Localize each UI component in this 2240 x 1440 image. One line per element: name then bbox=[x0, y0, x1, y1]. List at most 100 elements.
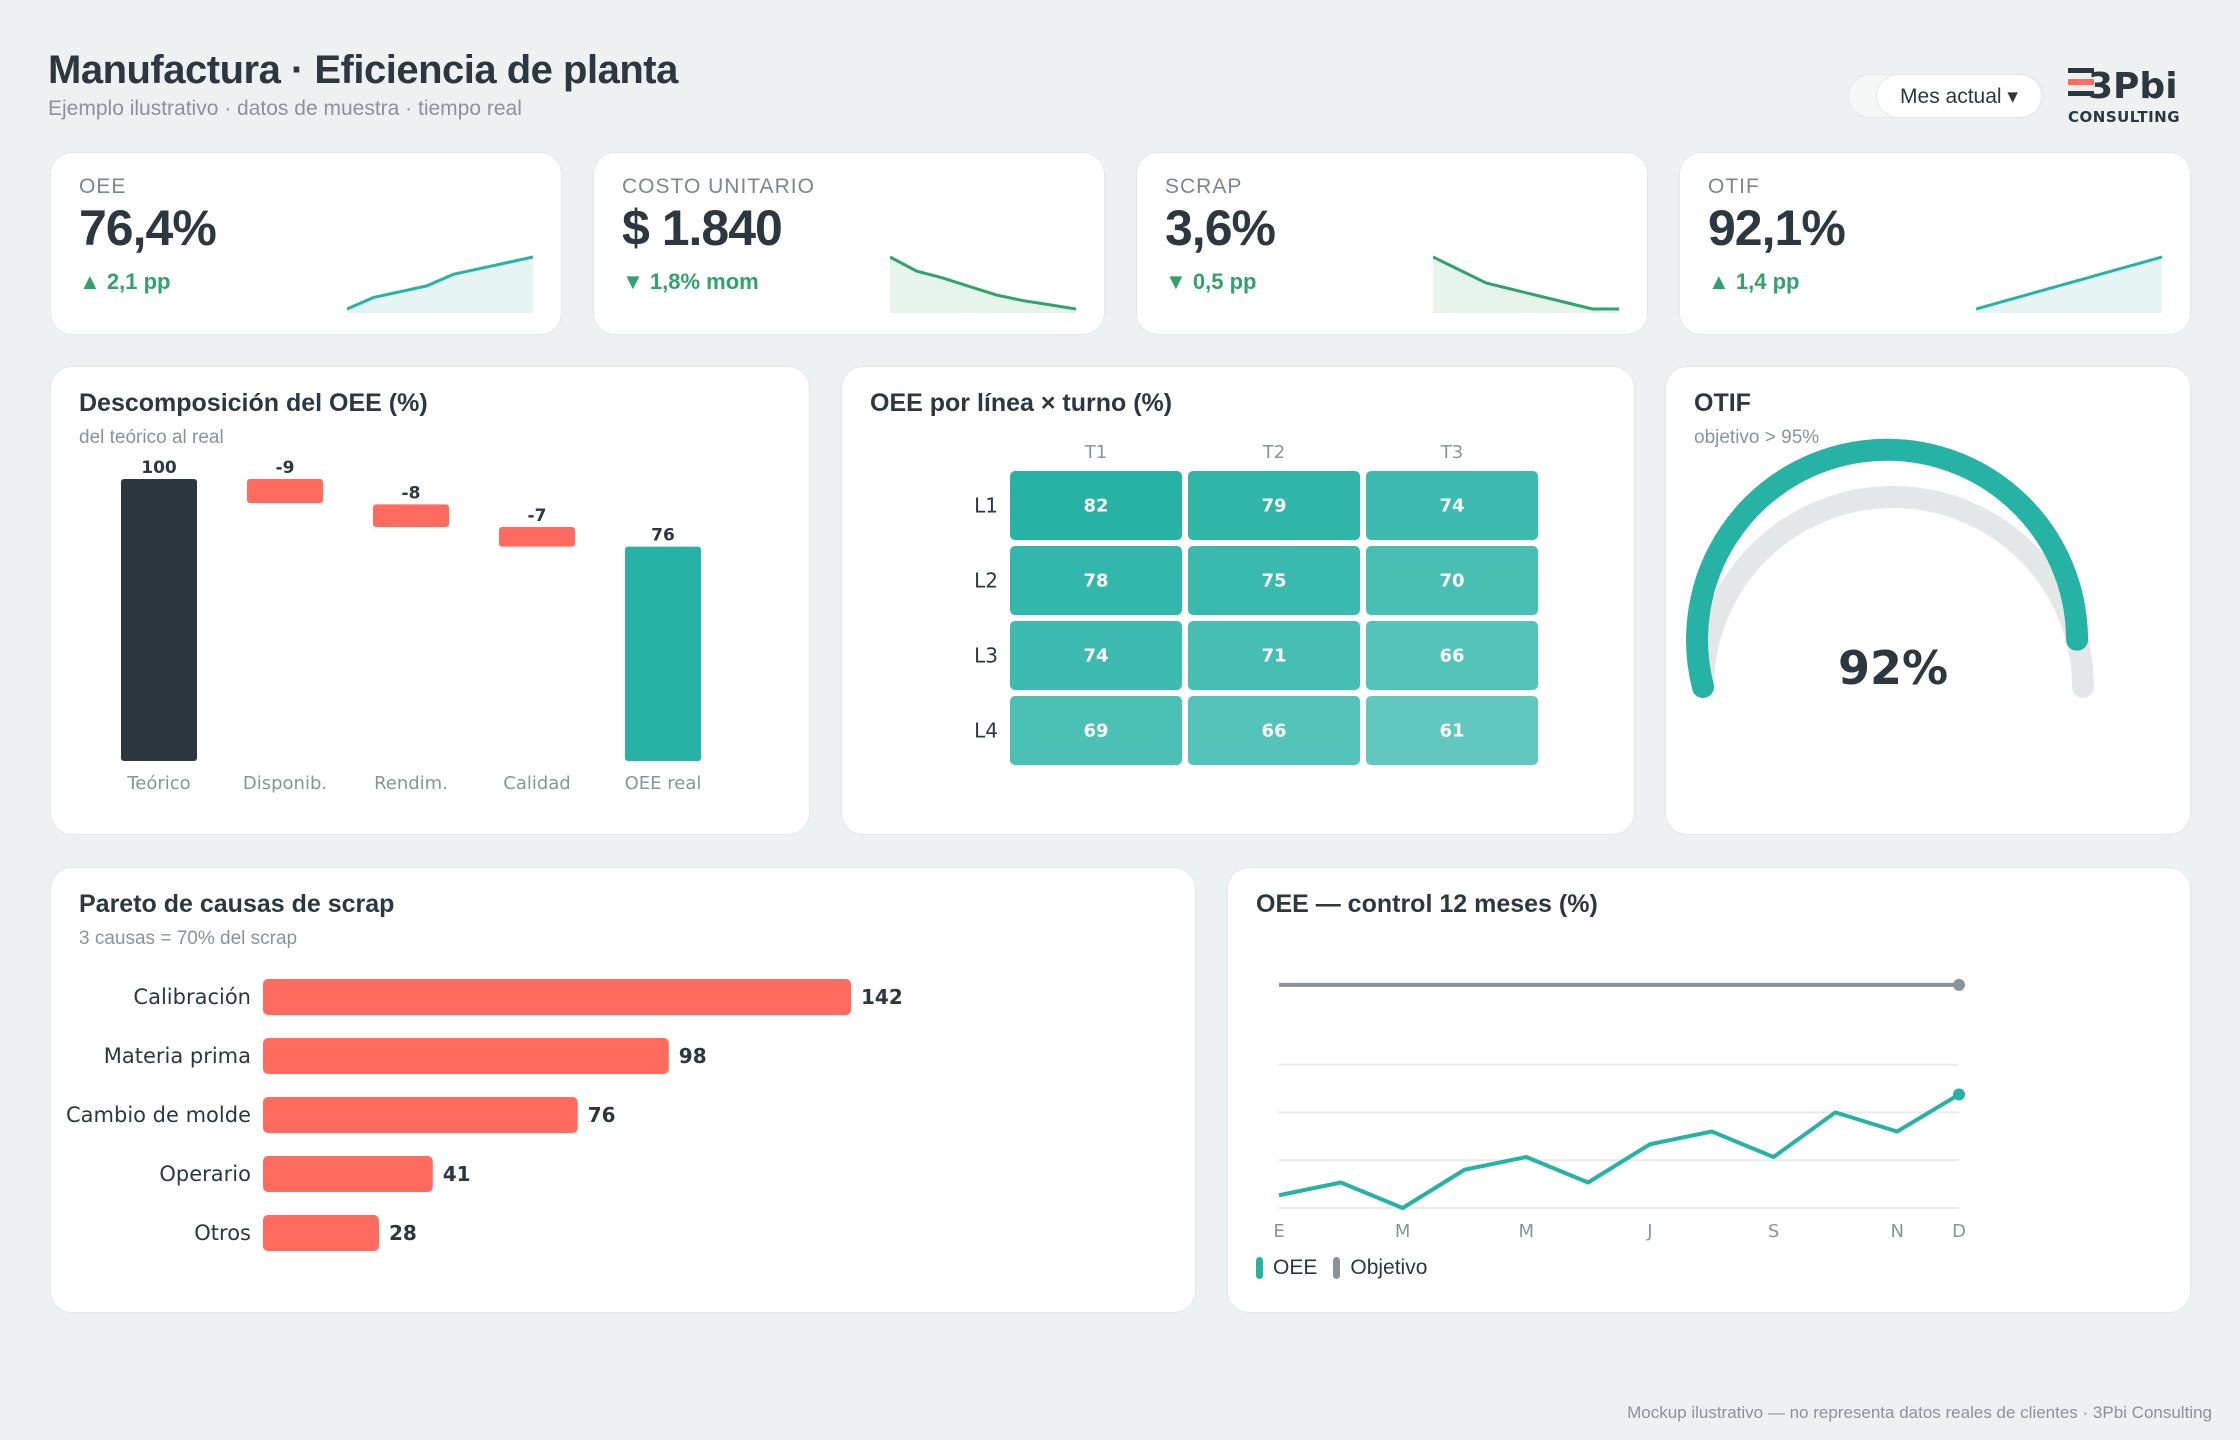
sparkline-line bbox=[1976, 255, 2162, 311]
kpi-delta: ▼ 0,5 pp bbox=[1165, 269, 1257, 294]
waterfall-bar bbox=[373, 504, 449, 527]
heatmap-cell-value: 74 bbox=[1083, 646, 1108, 667]
heatmap-cell-value: 75 bbox=[1261, 571, 1286, 592]
panel-title: Pareto de causas de scrap bbox=[79, 890, 395, 918]
heatmap-cell bbox=[1366, 621, 1538, 690]
heatmap-cell bbox=[1010, 696, 1182, 765]
kpi-card-costo-unitario[interactable]: COSTO UNITARIO $ 1.840 ▼ 1,8% mom bbox=[593, 152, 1105, 335]
heatmap-column-label: T3 bbox=[1440, 442, 1463, 463]
waterfall-category-label: Disponib. bbox=[243, 773, 327, 794]
x-tick-label: J bbox=[1646, 1221, 1652, 1242]
heatmap-row-label: L4 bbox=[974, 719, 998, 743]
pareto-bar bbox=[263, 1038, 669, 1074]
otif-gauge-panel: OTIF objetivo > 95% 92% bbox=[1665, 366, 2191, 835]
heatmap-cell-value: 61 bbox=[1439, 721, 1464, 742]
waterfall-value-label: -8 bbox=[402, 483, 421, 503]
period-select[interactable]: Mes actual ▾ bbox=[1876, 74, 2042, 118]
legend-label: Objetivo bbox=[1350, 1256, 1428, 1279]
oee-control-panel: OEE — control 12 meses (%) E M M J S N D OEE O… bbox=[1227, 867, 2191, 1313]
panel-subtitle: objetivo > 95% bbox=[1694, 427, 1820, 448]
legend-item-objetivo[interactable]: Objetivo bbox=[1333, 1256, 1427, 1280]
pareto-value-label: 98 bbox=[679, 1044, 707, 1068]
sparkline-line bbox=[347, 255, 533, 311]
logo-tagline: CONSULTING bbox=[2068, 108, 2180, 126]
kpi-value: 3,6% bbox=[1165, 200, 1276, 256]
kpi-card-scrap[interactable]: SCRAP 3,6% ▼ 0,5 pp bbox=[1136, 152, 1648, 335]
heatmap-cell-value: 66 bbox=[1439, 646, 1464, 667]
kpi-delta: ▲ 1,4 pp bbox=[1708, 269, 1800, 294]
kpi-label: COSTO UNITARIO bbox=[622, 175, 815, 198]
waterfall-value-label: -7 bbox=[528, 506, 547, 526]
pareto-value-label: 142 bbox=[861, 985, 903, 1009]
waterfall-category-label: Teórico bbox=[126, 773, 190, 794]
chart-legend: OEE Objetivo bbox=[1256, 1256, 1427, 1280]
target-end-point bbox=[1953, 978, 1965, 991]
kpi-delta: ▼ 1,8% mom bbox=[622, 269, 759, 294]
pareto-value-label: 41 bbox=[443, 1162, 471, 1186]
kpi-sparkline bbox=[1976, 255, 2162, 313]
brand-logo: 3Pbi CONSULTING bbox=[2066, 64, 2196, 126]
x-tick-label: N bbox=[1890, 1221, 1903, 1242]
logo-stripe-bottom bbox=[2068, 91, 2094, 96]
heatmap-cell-value: 69 bbox=[1083, 721, 1108, 742]
heatmap-cell bbox=[1188, 471, 1360, 540]
waterfall-category-label: Rendim. bbox=[374, 773, 448, 794]
kpi-delta: ▲ 2,1 pp bbox=[79, 269, 171, 294]
x-tick-label: D bbox=[1952, 1221, 1966, 1242]
kpi-label: SCRAP bbox=[1165, 175, 1243, 198]
waterfall-category-label: OEE real bbox=[625, 773, 702, 794]
pareto-category-label: Materia prima bbox=[104, 1044, 251, 1068]
oee-end-point bbox=[1953, 1088, 1965, 1101]
kpi-value: 76,4% bbox=[79, 200, 217, 256]
heatmap-cell bbox=[1188, 696, 1360, 765]
waterfall-bar bbox=[499, 526, 575, 547]
kpi-card-oee[interactable]: OEE 76,4% ▲ 2,1 pp bbox=[50, 152, 562, 335]
footer-note: Mockup ilustrativo — no representa datos… bbox=[1627, 1403, 2212, 1422]
heatmap-cell bbox=[1366, 546, 1538, 615]
period-select-label: Mes actual ▾ bbox=[1900, 84, 2018, 108]
heatmap-cell-value: 70 bbox=[1439, 571, 1464, 592]
pareto-bar bbox=[263, 979, 851, 1015]
heatmap-column-label: T1 bbox=[1084, 442, 1107, 463]
sparkline-area bbox=[1433, 257, 1619, 313]
waterfall-bar bbox=[247, 479, 323, 503]
heatmap-column-label: T2 bbox=[1262, 442, 1285, 463]
legend-item-oee[interactable]: OEE bbox=[1256, 1256, 1317, 1280]
oee-waterfall-chart: 100 Teórico -9 Disponib. -8 Rendim. -7 Calidad 7… bbox=[121, 458, 702, 794]
page-subtitle: Ejemplo ilustrativo · datos de muestra ·… bbox=[48, 97, 522, 120]
gauge-track bbox=[1692, 486, 2094, 698]
logo-stripe-mid bbox=[2068, 79, 2094, 85]
scrap-pareto-chart: Calibración 142 Materia prima 98 Cambio de m… bbox=[66, 979, 903, 1251]
heatmap-cell-value: 78 bbox=[1083, 571, 1108, 592]
waterfall-bar bbox=[625, 546, 701, 761]
heatmap-cell-value: 74 bbox=[1439, 496, 1464, 517]
oee-waterfall-panel: Descomposición del OEE (%) del teórico a… bbox=[50, 366, 810, 835]
legend-swatch bbox=[1256, 1257, 1263, 1279]
waterfall-bar bbox=[121, 479, 197, 761]
heatmap-cell bbox=[1366, 696, 1538, 765]
kpi-sparkline bbox=[347, 255, 533, 313]
panel-subtitle: del teórico al real bbox=[79, 427, 224, 448]
oee-heatmap-panel: OEE por línea × turno (%) T1 T2 T3 L1 82 79 74… bbox=[841, 366, 1635, 835]
heatmap-cell-value: 71 bbox=[1261, 646, 1286, 667]
pareto-category-label: Operario bbox=[159, 1162, 251, 1186]
kpi-card-otif[interactable]: OTIF 92,1% ▲ 1,4 pp bbox=[1679, 152, 2191, 335]
waterfall-value-label: 76 bbox=[651, 526, 675, 546]
heatmap-cell bbox=[1010, 471, 1182, 540]
legend-swatch bbox=[1333, 1257, 1341, 1279]
heatmap-cell bbox=[1188, 621, 1360, 690]
pareto-value-label: 76 bbox=[588, 1103, 616, 1127]
kpi-label: OTIF bbox=[1708, 175, 1760, 198]
oee-line bbox=[1278, 1092, 1961, 1210]
heatmap-cell-value: 79 bbox=[1261, 496, 1286, 517]
logo-stripe-top bbox=[2068, 68, 2094, 73]
sparkline-line bbox=[890, 255, 1076, 311]
heatmap-row-label: L3 bbox=[974, 644, 998, 668]
pareto-category-label: Cambio de molde bbox=[66, 1103, 251, 1127]
panel-title: OEE por línea × turno (%) bbox=[870, 389, 1173, 417]
panel-title: OEE — control 12 meses (%) bbox=[1256, 890, 1598, 918]
logo-wordmark: 3Pbi bbox=[2088, 66, 2178, 107]
x-tick-label: E bbox=[1273, 1221, 1284, 1242]
scrap-pareto-panel: Pareto de causas de scrap 3 causas = 70%… bbox=[50, 867, 1196, 1313]
